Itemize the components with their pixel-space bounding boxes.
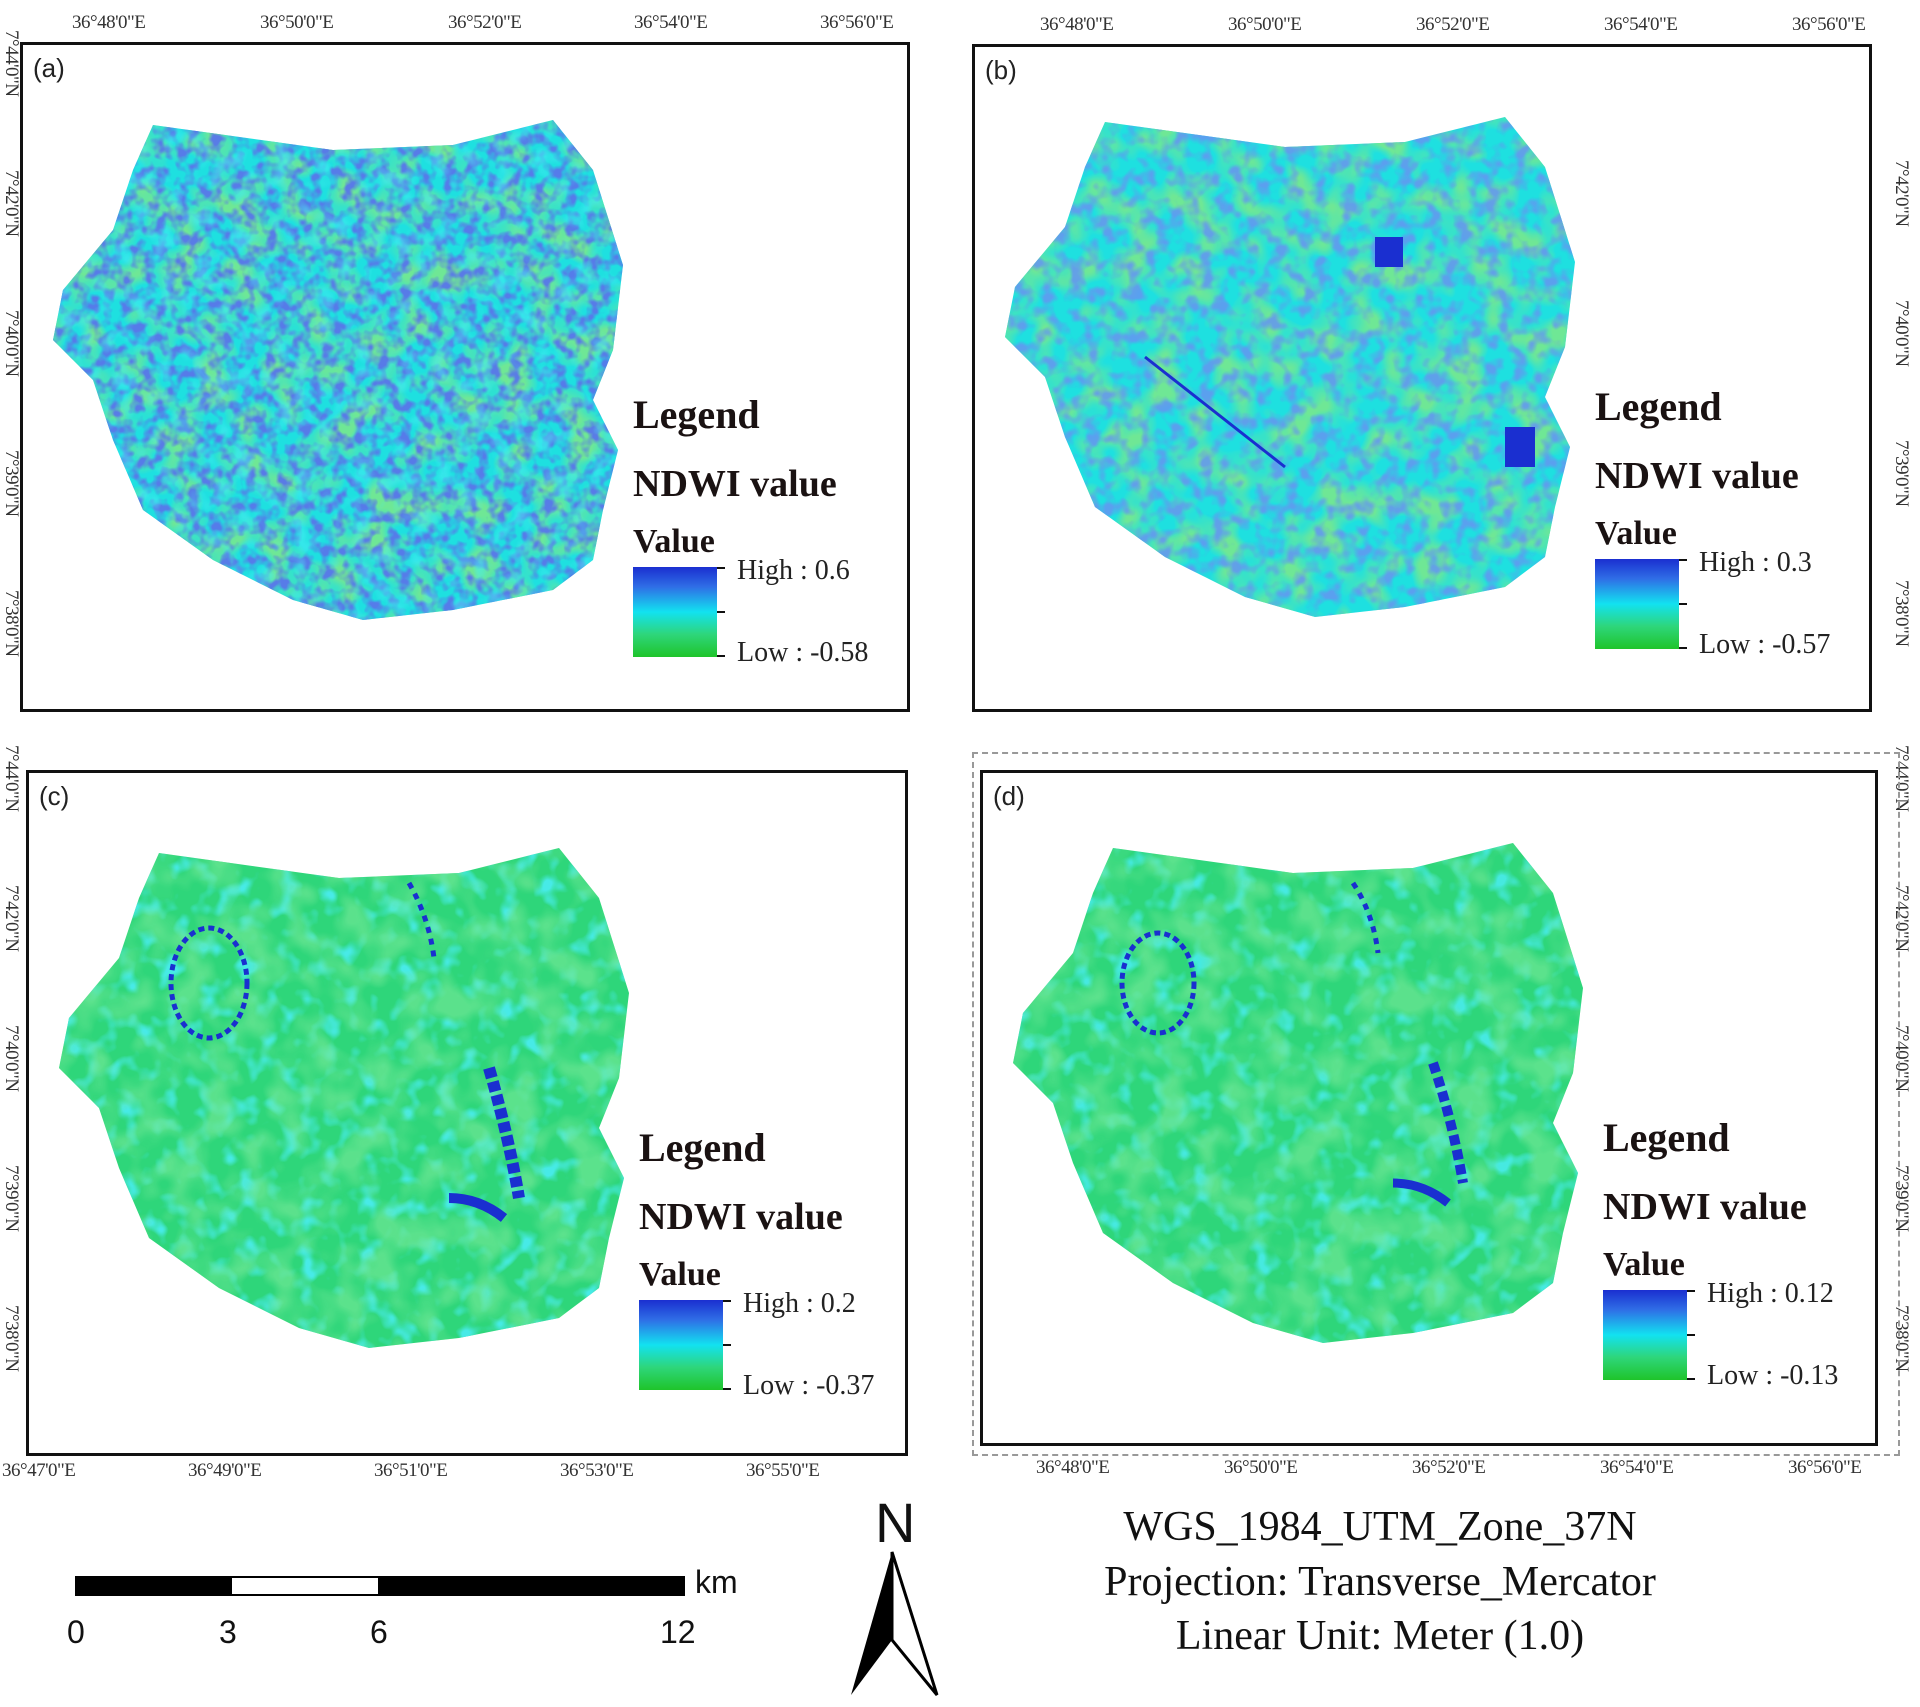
low-value-label: Low : -0.57: [1699, 629, 1831, 660]
longitude-label: 36°56'0"E: [1792, 14, 1866, 35]
legend: Legend NDWI value Value High : 0.3 Low :…: [1595, 384, 1830, 660]
ndwi-gradient: [1603, 1290, 1687, 1380]
longitude-label: 36°48'0"E: [1036, 1457, 1110, 1478]
longitude-label: 36°50'0"E: [260, 12, 334, 33]
low-value-label: Low : -0.58: [737, 637, 869, 668]
legend-title: Legend: [1595, 384, 1722, 429]
longitude-label: 36°54'0"E: [634, 12, 708, 33]
panel-label: (c): [39, 781, 70, 811]
longitude-label: 36°47'0"E: [2, 1460, 76, 1481]
legend-value-label: Value: [1603, 1246, 1685, 1283]
high-value-label: High : 0.2: [743, 1288, 856, 1319]
legend-subtitle: NDWI value: [1603, 1186, 1807, 1228]
scale-unit: km: [695, 1564, 738, 1600]
legend: Legend NDWI value Value High : 0.2 Low :…: [639, 1125, 874, 1401]
color-ramp: High : 0.6 Low : -0.58: [633, 555, 868, 668]
ndwi-gradient: [633, 567, 717, 657]
scale-tick: 3: [219, 1614, 237, 1650]
north-label: N: [875, 1491, 916, 1554]
color-ramp: High : 0.2 Low : -0.37: [639, 1288, 874, 1401]
latitude-label: 7°40'0"N: [1, 310, 22, 377]
linear-unit: Linear Unit: Meter (1.0): [1175, 1613, 1585, 1660]
longitude-label: 36°51'0"E: [374, 1460, 448, 1481]
panel-label: (b): [985, 55, 1017, 85]
latitude-label: 7°40'0"N: [1891, 300, 1912, 367]
latitude-label: 7°38'0"N: [1, 590, 22, 657]
map-panel-c: (c) Legend NDWI value Value High : 0.2 L…: [26, 770, 908, 1456]
scale-tick: 12: [660, 1614, 696, 1650]
legend-subtitle: NDWI value: [1595, 455, 1799, 497]
latitude-label: 7°38'0"N: [1, 1305, 22, 1372]
longitude-label: 36°48'0"E: [72, 12, 146, 33]
high-value-label: High : 0.6: [737, 555, 850, 586]
longitude-label: 36°56'0"E: [1788, 1457, 1862, 1478]
color-ramp: High : 0.3 Low : -0.57: [1595, 547, 1830, 660]
latitude-label: 7°40'0"N: [1, 1025, 22, 1092]
longitude-label: 36°54'0"E: [1600, 1457, 1674, 1478]
legend-title: Legend: [633, 392, 760, 437]
longitude-label: 36°49'0"E: [188, 1460, 262, 1481]
longitude-label: 36°48'0"E: [1040, 14, 1114, 35]
color-ramp: High : 0.12 Low : -0.13: [1603, 1278, 1838, 1391]
latitude-label: 7°44'0"N: [1, 745, 22, 812]
legend: Legend NDWI value Value High : 0.12 Low …: [1603, 1115, 1838, 1391]
longitude-label: 36°54'0"E: [1604, 14, 1678, 35]
legend-subtitle: NDWI value: [633, 463, 837, 505]
map-panel-d: (d) Legend NDWI value Value High : 0.12 …: [980, 770, 1878, 1446]
longitude-label: 36°55'0"E: [746, 1460, 820, 1481]
latitude-label: 7°39'0"N: [1891, 440, 1912, 507]
panel-d-outer-frame: [972, 752, 1900, 1456]
longitude-label: 36°56'0"E: [820, 12, 894, 33]
coordinate-system: WGS_1984_UTM_Zone_37N: [1123, 1504, 1637, 1550]
ndwi-raster-map: [59, 848, 629, 1348]
longitude-label: 36°50'0"E: [1228, 14, 1302, 35]
latitude-label: 7°39'0"N: [1, 450, 22, 517]
ndwi-raster-map: [1005, 117, 1575, 617]
low-value-label: Low : -0.13: [1707, 1360, 1839, 1391]
scale-tick: 6: [370, 1614, 388, 1650]
latitude-label: 7°39'0"N: [1, 1165, 22, 1232]
longitude-label: 36°53'0"E: [560, 1460, 634, 1481]
legend-title: Legend: [1603, 1115, 1730, 1160]
legend-value-label: Value: [633, 523, 715, 560]
longitude-label: 36°52'0"E: [1416, 14, 1490, 35]
scale-segment: [380, 1576, 685, 1596]
legend-subtitle: NDWI value: [639, 1196, 843, 1238]
north-arrow: N: [845, 1490, 945, 1700]
map-panel-a: (a) Legend NDWI value Value High : 0.6 L…: [20, 42, 910, 712]
latitude-label: 7°38'0"N: [1891, 580, 1912, 647]
ndwi-gradient: [1595, 559, 1679, 649]
latitude-label: 7°42'0"N: [1891, 160, 1912, 227]
longitude-label: 36°52'0"E: [1412, 1457, 1486, 1478]
high-value-label: High : 0.3: [1699, 547, 1812, 578]
scale-tick: 0: [67, 1614, 85, 1650]
legend-value-label: Value: [639, 1256, 721, 1293]
ndwi-gradient: [639, 1300, 723, 1390]
longitude-label: 36°50'0"E: [1224, 1457, 1298, 1478]
ndwi-raster-map: [1013, 843, 1583, 1343]
low-value-label: Low : -0.37: [743, 1370, 875, 1401]
map-panel-b: (b) Legend NDWI value Value High : 0.3 L…: [972, 44, 1872, 712]
panel-label: (d): [993, 781, 1025, 811]
scale-segment: [230, 1576, 380, 1596]
legend: Legend NDWI value Value High : 0.6 Low :…: [633, 392, 868, 668]
panel-label: (a): [33, 53, 65, 83]
north-arrow-icon: [851, 1551, 939, 1696]
scale-segment: [75, 1576, 230, 1596]
longitude-label: 36°52'0"E: [448, 12, 522, 33]
ndwi-raster-map: [53, 120, 623, 620]
latitude-label: 7°44'0"N: [1, 30, 22, 97]
high-value-label: High : 0.12: [1707, 1278, 1834, 1309]
projection-name: Projection: Transverse_Mercator: [1104, 1558, 1656, 1605]
legend-value-label: Value: [1595, 515, 1677, 552]
latitude-label: 7°42'0"N: [1, 885, 22, 952]
latitude-label: 7°42'0"N: [1, 170, 22, 237]
projection-info: WGS_1984_UTM_Zone_37N Projection: Transv…: [1030, 1500, 1730, 1664]
legend-title: Legend: [639, 1125, 766, 1170]
